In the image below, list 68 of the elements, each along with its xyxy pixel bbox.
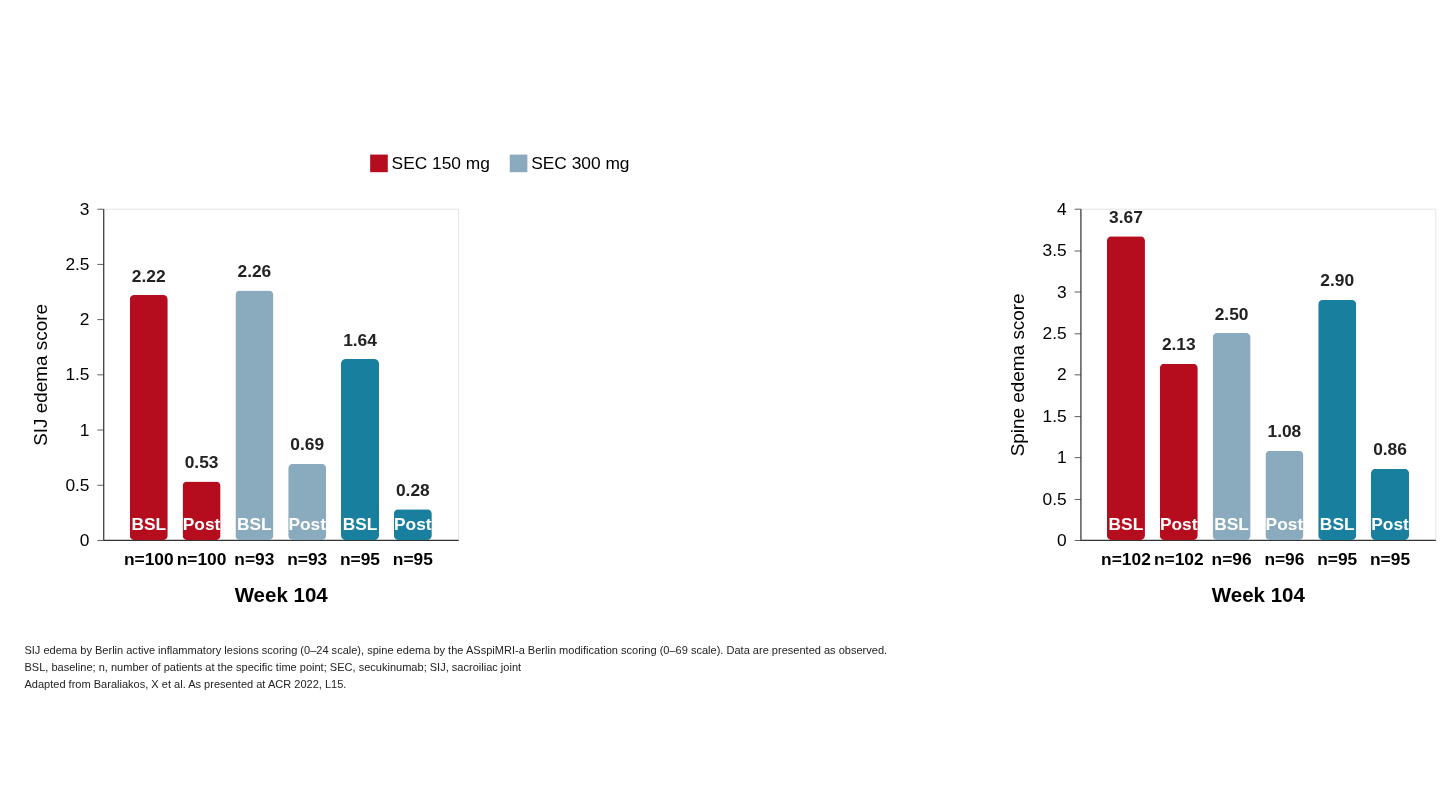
y-tick-label: 3.5 [1042, 240, 1067, 261]
x-tick-label: n=95 [1370, 548, 1411, 569]
x-tick-label: n=96 [1211, 548, 1252, 569]
x-tick-label: n=102 [1101, 548, 1151, 569]
annotation: Post [1265, 513, 1304, 534]
annotation: Post [1371, 513, 1410, 534]
data-label: 2.26 [237, 261, 272, 282]
x-tick-label: n=96 [1264, 548, 1305, 569]
x-tick-label: n=102 [1153, 548, 1204, 569]
bar [340, 358, 380, 541]
text: BSL, baseline; n, number of patients at the specific time point; SEC, secukinumab; SIJ, sacroiliac joint [24, 660, 522, 673]
x-tick-label: n=95 [392, 548, 434, 569]
text: Adapted from Baraliakos, X et al. As presented at ACR 2022, L15. [24, 678, 347, 691]
annotation: Post [288, 513, 327, 534]
annotation: BSL [131, 513, 167, 534]
y-tick-label: 0 [79, 529, 90, 550]
bar [1318, 299, 1357, 541]
y-tick-label: 2.5 [65, 253, 90, 274]
y-axis-title: Spine edema score [1007, 293, 1029, 457]
annotation: BSL [1319, 513, 1355, 534]
y-tick-label: 3 [1057, 281, 1067, 302]
text: SIJ edema by Berlin active inflammatory lesions scoring (0–24 scale), spine edema by the ASspiMRI-a Berlin modification scoring (0–69 scale). Data are presented as observed. [24, 643, 888, 656]
y-tick-label: 4 [1057, 198, 1068, 219]
bar [235, 290, 274, 541]
annotation: BSL [1214, 513, 1250, 534]
y-tick-label: 1.5 [1042, 405, 1067, 426]
y-tick-label: 2.5 [1042, 322, 1067, 343]
annotation: BSL [1108, 513, 1144, 534]
x-tick-label: n=100 [176, 548, 227, 569]
data-label: 0.53 [184, 452, 219, 473]
y-tick-label: 0.5 [65, 474, 90, 495]
y-tick-label: 1 [1057, 447, 1067, 468]
y-tick-label: 1 [79, 419, 90, 440]
bar [1212, 333, 1251, 541]
legend-label: SEC 300 mg [531, 152, 630, 173]
y-tick-label: 1.5 [65, 364, 90, 385]
legend-label: SEC 150 mg [391, 152, 490, 173]
bar [1106, 236, 1145, 541]
data-label: 0.28 [395, 479, 431, 500]
data-label: 2.90 [1320, 270, 1355, 291]
annotation: BSL [342, 513, 378, 534]
x-tick-label: n=93 [234, 548, 275, 569]
data-label: 1.08 [1267, 421, 1302, 442]
data-label: 0.86 [1373, 439, 1408, 460]
data-label: 2.50 [1214, 303, 1249, 324]
data-label: 1.64 [343, 329, 378, 350]
y-axis-title: SIJ edema score [30, 303, 52, 446]
y-tick-label: 0.5 [1042, 488, 1067, 509]
x-axis-title: Week 104 [1211, 582, 1306, 606]
y-tick-label: 2 [1057, 364, 1067, 385]
y-tick-label: 0 [1057, 529, 1067, 550]
x-tick-label: n=100 [123, 548, 174, 569]
x-axis-title: Week 104 [234, 582, 329, 606]
data-label: 3.67 [1109, 206, 1143, 227]
annotation: Post [394, 513, 432, 534]
x-tick-label: n=95 [339, 548, 381, 569]
data-label: 0.69 [290, 434, 325, 455]
y-tick-label: 3 [79, 198, 90, 219]
annotation: BSL [237, 513, 273, 534]
annotation: Post [1159, 513, 1198, 534]
annotation: Post [182, 513, 221, 534]
bar [129, 294, 168, 541]
x-tick-label: n=95 [1317, 548, 1358, 569]
data-label: 2.13 [1161, 334, 1196, 355]
bar [1159, 363, 1198, 541]
x-tick-label: n=93 [287, 548, 328, 569]
data-label: 2.22 [131, 265, 166, 286]
y-tick-label: 2 [79, 309, 90, 330]
